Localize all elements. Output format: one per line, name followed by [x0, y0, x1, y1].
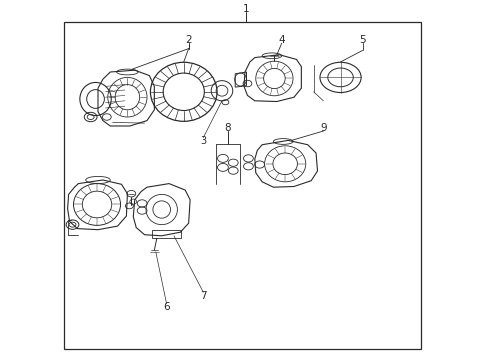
Bar: [64, 22, 421, 349]
Text: 4: 4: [278, 35, 285, 45]
Text: 8: 8: [224, 123, 231, 133]
Text: 3: 3: [200, 136, 206, 146]
Text: 9: 9: [320, 123, 327, 133]
Text: 1: 1: [243, 4, 249, 14]
Text: 2: 2: [185, 35, 192, 45]
Text: 5: 5: [359, 35, 366, 45]
Text: 6: 6: [163, 302, 170, 312]
Text: 7: 7: [200, 291, 207, 301]
